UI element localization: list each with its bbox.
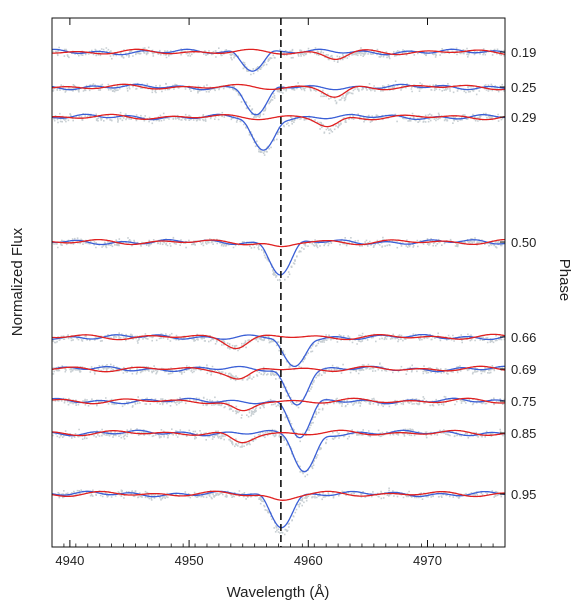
phase-label-0.75: 0.75	[511, 394, 536, 409]
red-model-0.25	[52, 83, 505, 98]
phase-label-0.69: 0.69	[511, 362, 536, 377]
phase-label-0.25: 0.25	[511, 80, 536, 95]
blue-model-0.69	[52, 365, 505, 406]
plot-frame	[51, 17, 506, 548]
red-model-0.66	[52, 333, 505, 350]
right-axis-title: Phase	[556, 259, 573, 302]
red-model-0.29	[52, 113, 505, 128]
red-model-0.95	[52, 490, 505, 501]
red-model-0.75	[52, 397, 505, 412]
phase-label-0.29: 0.29	[511, 110, 536, 125]
x-tick-label: 4940	[55, 553, 84, 568]
observed-spectrum-0.25	[52, 80, 505, 119]
phase-labels: 0.19 0.25 0.29 0.50 0.66 0.69 0.75 0.85 0.95	[500, 45, 536, 502]
phase-label-0.85: 0.85	[511, 426, 536, 441]
y-axis-title: Normalized Flux	[9, 227, 26, 336]
observed-spectrum-0.69	[52, 362, 504, 409]
observed-spectrum-0.85	[52, 428, 505, 478]
x-tick-label: 4970	[413, 553, 442, 568]
x-axis: 4940 4950 4960 4970	[51, 18, 506, 568]
observed-spectrum-0.66	[52, 332, 505, 371]
model-spectra	[52, 48, 505, 529]
blue-model-0.95	[52, 490, 505, 529]
observed-spectrum-0.95	[53, 487, 503, 538]
phase-label-0.95: 0.95	[511, 487, 536, 502]
red-model-0.69	[52, 365, 505, 380]
blue-model-0.50	[52, 238, 505, 276]
red-model-0.19	[52, 48, 505, 61]
observed-spectra	[52, 46, 505, 538]
red-model-0.50	[52, 238, 505, 248]
blue-model-0.19	[52, 48, 505, 72]
x-tick-label: 4960	[294, 553, 323, 568]
phase-label-0.19: 0.19	[511, 45, 536, 60]
observed-spectrum-0.29	[52, 111, 505, 156]
phase-label-0.50: 0.50	[511, 235, 536, 250]
x-tick-label: 4950	[175, 553, 204, 568]
red-model-0.85	[52, 429, 505, 444]
blue-model-0.66	[52, 333, 505, 368]
x-axis-title: Wavelength (Å)	[227, 584, 330, 601]
phase-label-0.66: 0.66	[511, 330, 536, 345]
